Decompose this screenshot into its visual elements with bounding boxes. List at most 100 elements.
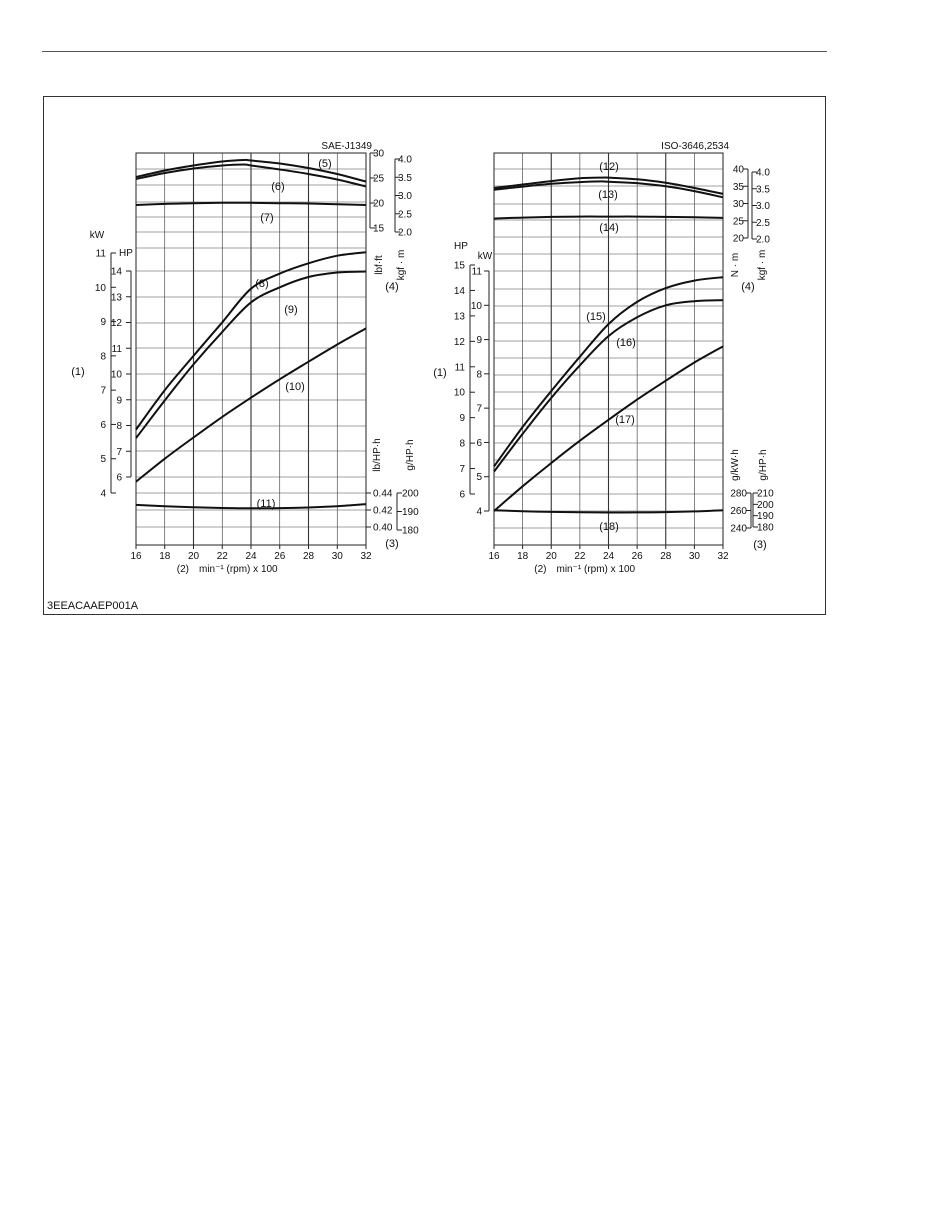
kgfm-scale-tick-label: 2.0 (398, 228, 412, 239)
x-tick-label: 20 (188, 551, 200, 562)
kw-scale-tick-label: 4 (100, 489, 106, 500)
series-label: (16) (616, 337, 636, 349)
fuel-axis-callout: (3) (753, 539, 766, 551)
series-line (135, 201, 367, 206)
series-line (493, 276, 724, 467)
kgfm-axis-label: kgf · m (396, 250, 407, 281)
kw-scale-tick-label: 4 (476, 507, 482, 518)
ghph-scale-tick-label: 190 (402, 507, 419, 518)
series-label: (13) (598, 189, 618, 201)
lbhph-scale-tick-label: 0.42 (373, 506, 393, 517)
hp-scale-tick-label: 10 (111, 370, 123, 381)
ghph-scale-tick-label: 200 (757, 500, 774, 511)
x-tick-label: 32 (717, 551, 729, 562)
series-line (135, 251, 367, 431)
gkwh-axis-label: g/kW·h (730, 449, 741, 481)
nm-axis-label: N · m (730, 253, 741, 277)
hp-scale-tick-label: 12 (111, 318, 123, 329)
x-tick-label: 22 (574, 551, 586, 562)
x-tick-label: 26 (274, 551, 286, 562)
hp-scale-tick-label: 14 (454, 286, 466, 297)
series-line (135, 158, 367, 183)
kw-axis-label: kW (90, 230, 105, 241)
series-label: (9) (284, 304, 297, 316)
series-label: (11) (257, 498, 276, 510)
hp-axis-label: HP (119, 248, 133, 259)
series-label: (5) (318, 158, 331, 170)
x-tick-label: 30 (332, 551, 344, 562)
hp-scale-tick-label: 11 (455, 362, 466, 373)
kw-scale-tick-label: 6 (476, 438, 482, 449)
ghph-scale-tick-label: 210 (757, 489, 774, 500)
kw-scale-tick-label: 7 (476, 404, 482, 415)
kw-scale-tick-label: 8 (476, 369, 482, 380)
series-line (135, 503, 367, 510)
hp-scale-tick-label: 6 (459, 490, 465, 501)
hp-scale-tick-label: 14 (111, 267, 123, 278)
nm-scale-tick-label: 20 (733, 234, 745, 245)
lbhph-axis-label: lb/HP·h (372, 438, 383, 471)
series-label: (10) (285, 381, 305, 393)
hp-axis-label: HP (454, 241, 468, 252)
ghph-scale-tick-label: 180 (402, 526, 419, 537)
series-label: (8) (255, 278, 268, 290)
hp-scale-tick-label: 8 (116, 421, 122, 432)
x-tick-label: 20 (546, 551, 558, 562)
gkwh-scale-tick-label: 260 (730, 506, 747, 517)
x-tick-label: 26 (632, 551, 644, 562)
x-tick-label: 28 (303, 551, 315, 562)
lbfft-axis-label: lbf·ft (374, 255, 385, 275)
x-axis-label: min⁻¹ (rpm) x 100 (557, 564, 636, 575)
kgfm-scale-tick-label: 4.0 (398, 155, 412, 166)
x-tick-label: 18 (517, 551, 529, 562)
series-label: (6) (271, 181, 284, 193)
ghph-scale-tick-label: 180 (757, 523, 774, 534)
kgfm-scale-tick-label: 3.5 (398, 173, 412, 184)
x-axis-callout: (2) (177, 564, 189, 575)
chart-title: SAE-J1349 (321, 141, 372, 152)
kw-scale-tick-label: 7 (100, 386, 106, 397)
series-label: (15) (586, 311, 606, 323)
hp-scale-tick-label: 10 (454, 388, 466, 399)
hp-scale-tick-label: 9 (116, 395, 122, 406)
x-axis-label: min⁻¹ (rpm) x 100 (199, 564, 278, 575)
x-tick-label: 30 (689, 551, 701, 562)
hp-scale-tick-label: 15 (454, 261, 466, 272)
series-line (493, 299, 724, 473)
ghph-scale-tick-label: 190 (757, 511, 774, 522)
series-label: (7) (260, 212, 273, 224)
nm-scale-tick-label: 40 (733, 165, 745, 176)
ghph-axis-label: g/HP·h (758, 449, 769, 480)
series-line (135, 163, 367, 188)
hp-scale-tick-label: 6 (116, 473, 122, 484)
series-line (135, 327, 367, 483)
x-tick-label: 32 (360, 551, 372, 562)
x-tick-label: 22 (217, 551, 229, 562)
x-tick-label: 28 (660, 551, 672, 562)
x-axis-callout: (2) (534, 564, 546, 575)
lbfft-scale-tick-label: 25 (373, 174, 385, 185)
hp-scale-tick-label: 13 (111, 292, 123, 303)
x-tick-label: 16 (130, 551, 142, 562)
kgfm-scale-tick-label: 3.5 (756, 184, 770, 195)
hp-scale-tick-label: 13 (454, 311, 466, 322)
kw-scale-tick-label: 8 (100, 351, 106, 362)
series-line (493, 345, 724, 512)
kw-scale-tick-label: 6 (100, 420, 106, 431)
ghph-axis-label: g/HP·h (405, 439, 416, 470)
gkwh-scale-tick-label: 280 (730, 489, 747, 500)
series-label: (12) (599, 161, 619, 173)
kw-scale-tick-label: 5 (100, 454, 106, 465)
hp-scale-tick-label: 8 (459, 439, 465, 450)
kgfm-scale-tick-label: 4.0 (756, 168, 770, 179)
kgfm-scale-tick-label: 3.0 (398, 191, 412, 202)
chart-title: ISO-3646,2534 (661, 141, 729, 152)
figure-frame (43, 96, 826, 615)
lbfft-scale-tick-label: 20 (373, 199, 385, 210)
series-label: (14) (599, 222, 619, 234)
nm-scale-tick-label: 30 (733, 199, 745, 210)
kw-scale-tick-label: 10 (95, 283, 107, 294)
series-line (493, 176, 724, 195)
kw-scale-tick-label: 9 (100, 317, 106, 328)
kw-scale-tick-label: 10 (471, 301, 483, 312)
